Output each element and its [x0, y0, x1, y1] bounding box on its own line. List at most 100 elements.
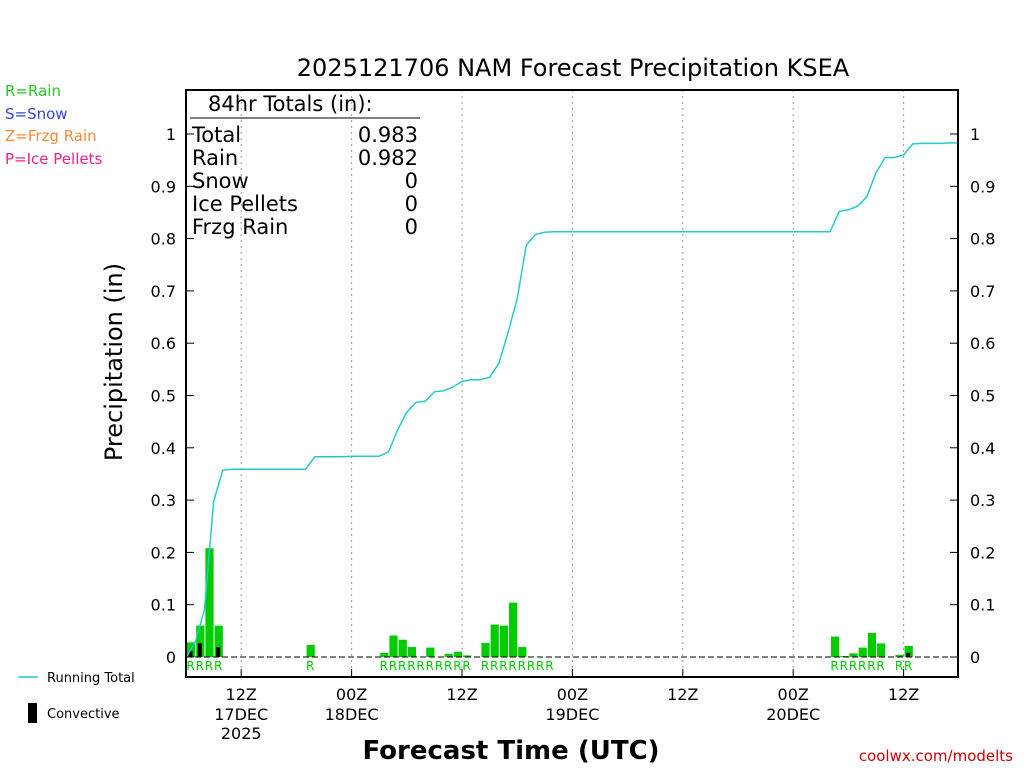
totals-heading: 84hr Totals (in): — [208, 92, 373, 116]
y-tick-label-left-10: 1 — [166, 125, 176, 144]
precip-bar-h27 — [426, 647, 435, 657]
convective-bar-h1 — [188, 651, 193, 657]
x-tick-time-4: 12Z — [667, 685, 698, 704]
x-tick-time-0: 12Z — [226, 685, 257, 704]
ptype-mark-h40: R — [545, 659, 553, 673]
ptype-mark-h30: R — [453, 659, 461, 673]
ptype-mark-h3: R — [205, 659, 213, 673]
precip-bar-h73 — [849, 653, 858, 657]
ptype-mark-h75: R — [867, 659, 875, 673]
precip-bar-h37 — [518, 647, 527, 657]
y-tick-label-left-4: 0.4 — [151, 439, 176, 458]
totals-value-ice-pellets: 0 — [405, 192, 418, 216]
ptype-mark-h39: R — [536, 659, 544, 673]
convective-bar-h4 — [216, 647, 221, 657]
precip-bar-h79 — [904, 646, 913, 657]
precip-bar-h35 — [499, 625, 508, 657]
y-tick-label-left-6: 0.6 — [151, 334, 176, 353]
legend-convective-label: Convective — [47, 707, 120, 722]
totals-label-ice-pellets: Ice Pellets — [192, 192, 298, 216]
y-tick-label-left-9: 0.9 — [151, 177, 176, 196]
legend-frzg-rain-code: Z=Frzg Rain — [5, 127, 97, 145]
precip-bar-h31 — [463, 655, 472, 657]
y-tick-label-right-6: 0.6 — [970, 334, 995, 353]
y-tick-label-right-0: 0 — [970, 648, 980, 667]
precip-bar-h34 — [490, 624, 499, 657]
ptype-mark-h14: R — [306, 659, 314, 673]
y-tick-label-left-7: 0.7 — [151, 282, 176, 301]
y-tick-label-right-4: 0.4 — [970, 439, 995, 458]
x-tick-year-0: 2025 — [221, 724, 262, 743]
chart-title: 2025121706 NAM Forecast Precipitation KS… — [297, 54, 850, 82]
totals-label-snow: Snow — [192, 169, 249, 193]
ptype-mark-h36: R — [508, 659, 516, 673]
precip-bar-h78 — [895, 654, 904, 657]
totals-label-total: Total — [191, 123, 241, 147]
totals-value-rain: 0.982 — [358, 146, 418, 170]
totals-value-frzg-rain: 0 — [405, 215, 418, 239]
ptype-mark-h78: R — [895, 659, 903, 673]
ptype-mark-h76: R — [876, 659, 884, 673]
credit-text: coolwx.com/modelts — [859, 747, 1013, 765]
ptype-mark-h72: R — [840, 659, 848, 673]
convective-bar-h2 — [197, 643, 202, 657]
precip-bar-h3 — [205, 548, 214, 657]
ptype-mark-h25: R — [407, 659, 415, 673]
ptype-mark-h22: R — [380, 659, 388, 673]
precip-bar-h72 — [840, 655, 849, 657]
y-axis-label: Precipitation (in) — [100, 263, 128, 461]
precip-bar-h74 — [858, 647, 867, 657]
y-tick-label-left-0: 0 — [166, 648, 176, 667]
legend-ice-pellets-code: P=Ice Pellets — [5, 150, 102, 168]
ptype-mark-h29: R — [444, 659, 452, 673]
ptype-mark-h79: R — [904, 659, 912, 673]
hourly-precip-bars — [187, 548, 913, 657]
x-tick-time-3: 00Z — [557, 685, 588, 704]
totals-value-total: 0.983 — [358, 123, 418, 147]
ptype-mark-h1: R — [186, 659, 194, 673]
ptype-mark-h34: R — [490, 659, 498, 673]
y-tick-label-right-2: 0.2 — [970, 543, 995, 562]
precip-bar-h33 — [481, 642, 490, 657]
precip-bar-h2 — [196, 625, 205, 657]
ptype-mark-h33: R — [481, 659, 489, 673]
vertical-gridlines — [240, 90, 905, 677]
precip-bar-h4 — [214, 625, 223, 657]
x-tick-date-5: 20DEC — [766, 705, 820, 724]
ptype-mark-h2: R — [196, 659, 204, 673]
legend-convective-swatch — [28, 703, 37, 723]
ptype-mark-h4: R — [214, 659, 222, 673]
precip-bar-h71 — [831, 636, 840, 657]
y-axis-left: 0 0.1 0.2 0.3 0.4 0.5 0.6 0.7 0.8 0.9 1 — [151, 125, 194, 667]
convective-bar-h79 — [906, 652, 911, 657]
x-tick-time-5: 00Z — [778, 685, 809, 704]
ptype-mark-h28: R — [435, 659, 443, 673]
ptype-mark-h23: R — [389, 659, 397, 673]
x-tick-date-0: 17DEC — [214, 705, 268, 724]
y-tick-label-left-8: 0.8 — [151, 230, 176, 249]
x-tick-time-2: 12Z — [446, 685, 477, 704]
x-tick-time-1: 00Z — [336, 685, 367, 704]
precip-bar-h76 — [877, 643, 886, 657]
y-tick-label-right-5: 0.5 — [970, 387, 995, 406]
y-tick-label-right-8: 0.8 — [970, 230, 995, 249]
x-tick-date-1: 18DEC — [325, 705, 379, 724]
ptype-mark-h74: R — [858, 659, 866, 673]
totals-box: 84hr Totals (in): Total 0.983 Rain 0.982… — [190, 92, 420, 239]
ptype-mark-h38: R — [527, 659, 535, 673]
precip-bar-h36 — [509, 602, 518, 657]
x-tick-date-3: 19DEC — [545, 705, 599, 724]
convective-bars — [188, 643, 911, 657]
y-tick-label-left-2: 0.2 — [151, 543, 176, 562]
ptype-mark-h31: R — [462, 659, 470, 673]
x-axis-label: Forecast Time (UTC) — [362, 736, 659, 766]
y-tick-label-right-3: 0.3 — [970, 491, 995, 510]
series-legend: Running Total Convective — [18, 671, 135, 723]
precip-bar-h23 — [389, 635, 398, 657]
legend-rain-code: R=Rain — [5, 82, 61, 100]
legend-snow-code: S=Snow — [5, 105, 68, 123]
precip-bar-h29 — [444, 653, 453, 657]
ptype-mark-h26: R — [416, 659, 424, 673]
